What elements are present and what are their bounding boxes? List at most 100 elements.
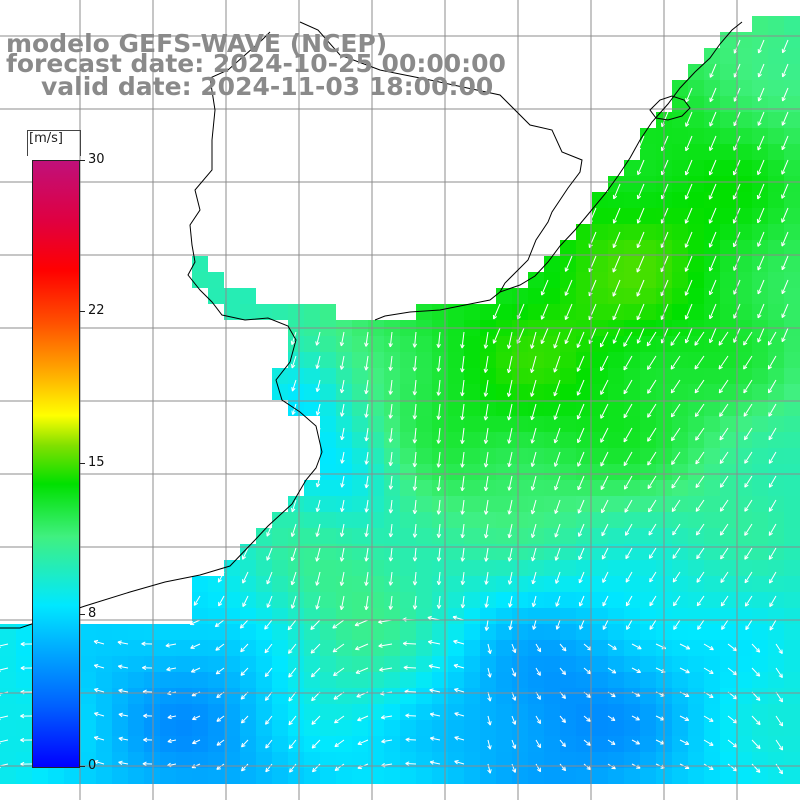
wind-arrow <box>460 475 465 492</box>
wind-cell <box>320 672 336 688</box>
wind-cell <box>432 768 448 784</box>
wind-cell <box>736 672 752 688</box>
wind-cell <box>752 288 768 304</box>
wind-cell <box>112 736 128 752</box>
wind-cell <box>368 768 384 784</box>
colorbar-tick-30 <box>79 160 85 161</box>
wind-cell <box>768 560 784 576</box>
wind-cell <box>432 576 448 592</box>
wind-cell <box>480 720 496 736</box>
wind-arrow <box>602 619 609 630</box>
wind-arrow <box>511 643 517 654</box>
wind-cell <box>640 224 656 240</box>
wind-cell <box>736 224 752 240</box>
wind-cell <box>624 208 640 224</box>
wind-cell <box>224 656 240 672</box>
wind-cell <box>544 752 560 768</box>
wind-cell <box>768 256 784 272</box>
wind-cell <box>432 368 448 384</box>
wind-cell <box>672 512 688 528</box>
wind-arrow <box>768 499 777 512</box>
wind-cell <box>544 368 560 384</box>
wind-cell <box>784 288 800 304</box>
wind-arrow <box>679 643 691 650</box>
wind-cell <box>496 656 512 672</box>
wind-cell <box>736 752 752 768</box>
wind-cell <box>288 576 304 592</box>
wind-arrow <box>388 475 394 490</box>
wind-arrow <box>364 595 369 611</box>
wind-cell <box>224 576 240 592</box>
wind-cell <box>720 96 736 112</box>
wind-cell <box>640 464 656 480</box>
wind-arrow <box>531 547 537 562</box>
wind-arrow <box>412 379 418 396</box>
wind-cell <box>768 448 784 464</box>
wind-cell <box>304 544 320 560</box>
wind-cell <box>80 640 96 656</box>
wind-arrow <box>649 571 657 583</box>
wind-cell <box>768 480 784 496</box>
wind-cell <box>448 496 464 512</box>
wind-arrow <box>555 595 561 607</box>
wind-arrow <box>265 763 273 773</box>
wind-arrow <box>672 523 681 536</box>
wind-arrow <box>507 571 513 585</box>
wind-arrow <box>288 715 297 726</box>
coastline-main <box>0 31 323 629</box>
wind-cell <box>592 480 608 496</box>
wind-arrow <box>743 355 753 370</box>
wind-cell <box>672 496 688 512</box>
wind-arrow <box>405 737 417 742</box>
wind-cell <box>320 768 336 784</box>
wind-cell <box>576 608 592 624</box>
wind-cell <box>608 496 624 512</box>
wind-arrow <box>673 595 681 607</box>
wind-cell <box>464 352 480 368</box>
wind-cell <box>720 736 736 752</box>
wind-arrow <box>672 547 681 559</box>
wind-arrow <box>719 451 729 464</box>
wind-cell <box>320 560 336 576</box>
wind-cell <box>320 720 336 736</box>
wind-cell <box>592 720 608 736</box>
wind-arrow <box>436 571 442 586</box>
wind-cell <box>368 544 384 560</box>
wind-cell <box>432 752 448 768</box>
wind-cell <box>336 496 352 512</box>
wind-cell <box>480 304 496 320</box>
wind-cell <box>320 464 336 480</box>
wind-cell <box>128 672 144 688</box>
wind-cell <box>704 496 720 512</box>
wind-arrow <box>646 331 657 347</box>
wind-arrow <box>612 279 621 297</box>
wind-cell <box>640 288 656 304</box>
wind-cell <box>400 432 416 448</box>
colorbar-unit: [m/s] <box>29 131 63 146</box>
wind-cell <box>416 368 432 384</box>
wind-arrow <box>530 403 537 421</box>
wind-arrow <box>718 355 729 370</box>
wind-cell <box>704 400 720 416</box>
wind-cell <box>400 528 416 544</box>
coastline-lagoon <box>649 95 691 121</box>
wind-cell <box>160 672 176 688</box>
wind-arrow <box>631 739 641 745</box>
wind-arrow <box>623 403 633 419</box>
wind-cell <box>784 768 800 784</box>
wind-cell <box>480 432 496 448</box>
wind-cell <box>368 576 384 592</box>
wind-cell <box>672 240 688 256</box>
wind-cell <box>192 672 208 688</box>
wind-cell <box>480 512 496 528</box>
wind-cell <box>352 672 368 688</box>
wind-arrow <box>310 619 321 630</box>
wind-cell <box>560 768 576 784</box>
wind-cell <box>208 576 224 592</box>
wind-arrow <box>695 451 705 465</box>
wind-arrow <box>436 355 442 372</box>
wind-arrow <box>334 715 345 724</box>
wind-cell <box>528 464 544 480</box>
wind-cell <box>752 720 768 736</box>
wind-cell <box>752 576 768 592</box>
